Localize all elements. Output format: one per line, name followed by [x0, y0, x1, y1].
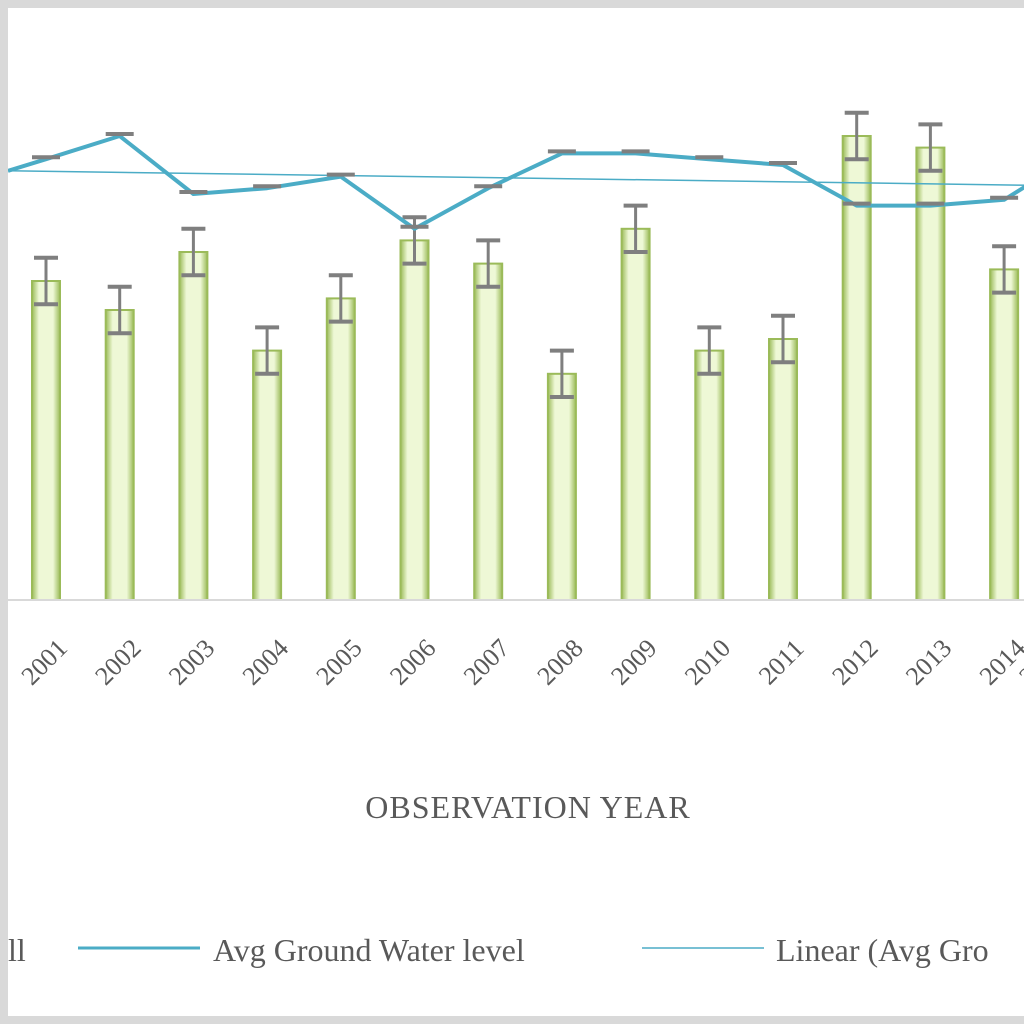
x-tick-label: 2004 — [237, 633, 294, 690]
legend-label-trend: Linear (Avg Gro — [776, 932, 989, 968]
rainfall-error-bar — [697, 325, 722, 376]
rainfall-bar — [31, 280, 61, 601]
rainfall-bar — [399, 239, 430, 601]
rainfall-bar — [473, 262, 504, 601]
x-tick-label: 2012 — [826, 633, 883, 690]
combo-chart: 2001 2002 2003 2004 2005 2006 2007 2008 2009 2010… — [8, 110, 1024, 968]
rainfall-bar — [989, 268, 1020, 601]
rainfall-error-bar — [844, 110, 869, 162]
x-tick-label: 2001 — [16, 633, 73, 690]
rainfall-bar — [620, 227, 651, 602]
x-tick-label: 2013 — [900, 633, 957, 690]
groundwater-trend-line — [8, 170, 1024, 186]
x-tick-label: 2014 — [974, 633, 1024, 690]
x-tick-label: 2008 — [532, 633, 589, 690]
rainfall-bar — [915, 146, 946, 601]
x-tick-label: 2009 — [605, 633, 662, 690]
rainfall-error-bar — [992, 244, 1017, 295]
rainfall-error-bar — [34, 255, 58, 307]
x-tick-label: 2006 — [384, 633, 441, 690]
x-tick-label: 2007 — [458, 633, 515, 690]
rainfall-bar — [252, 349, 283, 601]
legend-label-rainfall: ll — [8, 932, 26, 968]
rainfall-bar — [325, 297, 356, 601]
rainfall-error-bar — [328, 273, 353, 324]
legend: ll Avg Ground Water level Linear (Avg Gr… — [8, 932, 989, 968]
rainfall-error-bar — [623, 203, 648, 254]
rainfall-error-bar — [255, 325, 280, 376]
rainfall-error-bar — [107, 284, 132, 336]
rainfall-bar — [178, 251, 209, 601]
x-tick-label: 2005 — [310, 633, 367, 690]
groundwater-line — [8, 134, 1024, 231]
groundwater-line-group — [8, 134, 1024, 231]
rainfall-error-bar — [476, 238, 501, 289]
rainfall-error-bar — [181, 226, 206, 278]
x-tick-label: 2002 — [89, 633, 146, 690]
trend-line-group — [8, 170, 1024, 186]
rainfall-error-bars — [34, 110, 1017, 399]
rainfall-bar — [546, 372, 577, 601]
rainfall-error-bar — [549, 348, 574, 399]
x-tick-label: 2003 — [163, 633, 220, 690]
rainfall-error-bar — [918, 122, 943, 173]
rainfall-bar — [768, 338, 798, 601]
x-tick-labels: 2001 2002 2003 2004 2005 2006 2007 2008 2009 2010… — [16, 633, 1024, 690]
legend-label-groundwater: Avg Ground Water level — [213, 932, 525, 968]
x-axis-title: OBSERVATION YEAR — [365, 789, 690, 825]
rainfall-bar — [694, 349, 725, 601]
x-tick-label: 2011 — [753, 634, 810, 691]
x-tick-label: 2010 — [679, 633, 736, 690]
rainfall-bar — [841, 135, 872, 601]
rainfall-error-bar — [771, 313, 795, 365]
rainfall-bar — [104, 309, 135, 601]
groundwater-error-caps — [32, 132, 1019, 229]
